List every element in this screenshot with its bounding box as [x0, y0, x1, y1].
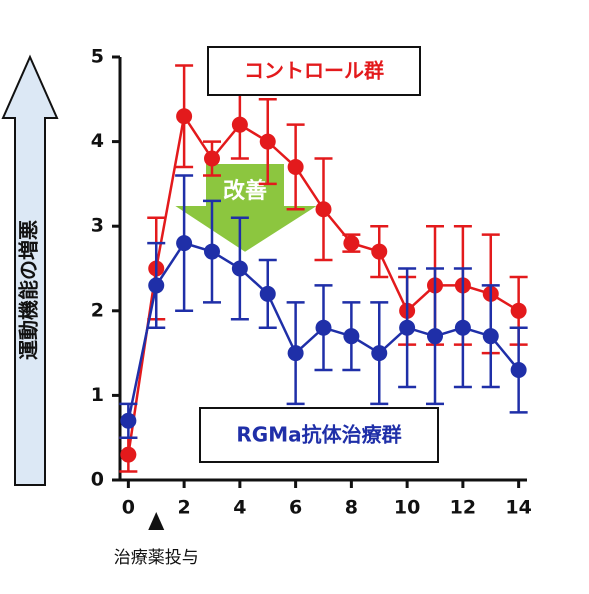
x-tick-label: 2: [177, 497, 190, 519]
data-point: [203, 150, 220, 167]
y-tick-label: 4: [91, 130, 104, 152]
y-tick-label: 3: [91, 215, 104, 237]
data-point: [176, 235, 193, 252]
x-tick-label: 12: [450, 497, 476, 519]
x-tick-label: 8: [345, 497, 358, 519]
data-point: [176, 108, 193, 125]
data-point: [343, 328, 360, 345]
x-tick-label: 0: [122, 497, 135, 519]
data-point: [510, 302, 527, 319]
y-tick-label: 5: [91, 46, 104, 68]
data-point: [120, 446, 137, 463]
y-tick-label: 2: [91, 299, 104, 321]
data-point: [482, 328, 499, 345]
x-tick-label: 10: [394, 497, 420, 519]
data-point: [315, 201, 332, 218]
data-point: [259, 133, 276, 150]
data-point: [231, 260, 248, 277]
data-point: [120, 412, 137, 429]
data-point: [371, 243, 388, 260]
x-tick-label: 14: [505, 497, 531, 519]
data-point: [399, 319, 416, 336]
data-point: [343, 235, 360, 252]
data-point: [287, 345, 304, 362]
data-point: [315, 319, 332, 336]
data-point: [148, 277, 165, 294]
data-point: [287, 158, 304, 175]
y-tick-label: 1: [91, 384, 104, 406]
treatment-marker: [148, 512, 165, 530]
data-point: [510, 362, 527, 379]
y-direction-arrow: [1, 54, 59, 486]
data-point: [427, 328, 444, 345]
legend-label: RGMa抗体治療群: [236, 423, 401, 447]
improvement-label: 改善: [223, 178, 267, 204]
series-label-box: [207, 46, 421, 96]
legend-label: コントロール群: [244, 59, 384, 83]
data-point: [203, 243, 220, 260]
data-point: [454, 319, 471, 336]
series-label-box: [199, 407, 439, 463]
x-tick-label: 6: [289, 497, 302, 519]
x-tick-label: 4: [233, 497, 246, 519]
data-point: [371, 345, 388, 362]
improvement-arrow: [168, 162, 324, 255]
y-tick-label: 0: [91, 469, 104, 491]
y-arrow-label: 運動機能の増悪: [17, 220, 41, 360]
treatment-label: 治療薬投与: [114, 548, 199, 568]
data-point: [259, 285, 276, 302]
data-point: [231, 116, 248, 133]
